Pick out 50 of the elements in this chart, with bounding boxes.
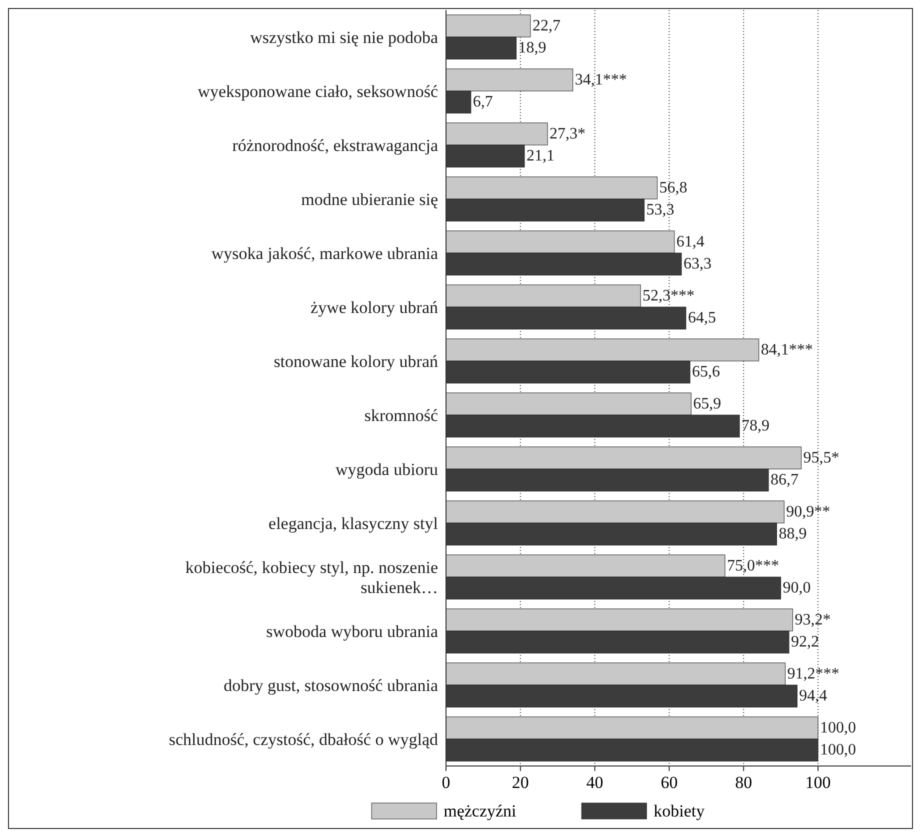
data-label: 84,1*** [760, 341, 813, 358]
data-label: 78,9 [742, 418, 770, 435]
y-tick-label: wysoka jakość, markowe ubrania [211, 244, 438, 262]
data-label: 88,9 [778, 526, 807, 543]
data-label: 91,2*** [787, 665, 840, 682]
x-tick-label: 100 [805, 773, 831, 792]
y-tick-label: schludność, czystość, dbałość o wygląd [168, 730, 438, 748]
x-tick-label: 40 [586, 773, 604, 792]
y-tick-label: różnorodność, ekstrawagancja [232, 136, 438, 154]
data-label: 94,4 [799, 688, 828, 705]
data-label: 6,7 [472, 94, 493, 111]
data-label: 92,2 [790, 634, 819, 651]
y-tick-label: wygoda ubioru [336, 460, 438, 478]
data-label: 56,8 [659, 179, 688, 196]
data-label: 21,1 [526, 148, 554, 165]
data-label: 34,1*** [574, 71, 627, 88]
y-tick-label: skromność [364, 406, 438, 424]
data-label: 100,0 [820, 719, 856, 736]
data-label: 93,2* [794, 611, 831, 628]
y-tick-label: dobry gust, stosowność ubrania [224, 676, 438, 694]
y-tick-label: stonowane kolory ubrań [274, 352, 438, 370]
y-tick-label: elegancja, klasyczny styl [268, 514, 438, 532]
y-tick-label: kobiecość, kobiecy styl, np. noszenie sukienek… [185, 558, 438, 596]
data-label: 75,0*** [727, 557, 779, 574]
data-label: 18,9 [518, 40, 546, 57]
y-tick-label: wszystko mi się nie podoba [250, 28, 438, 46]
y-tick-label: żywe kolory ubrań [310, 298, 438, 316]
x-tick-label: 60 [660, 773, 678, 792]
data-label: 95,5* [803, 449, 840, 466]
data-label: 90,0 [782, 580, 811, 597]
data-label: 100,0 [820, 742, 856, 759]
y-tick-label: swoboda wyboru ubrania [266, 622, 438, 640]
legend-label: mężczyźni [444, 802, 517, 820]
legend-label: kobiety [654, 802, 706, 820]
data-label: 90,9** [786, 503, 830, 520]
x-tick-label: 20 [512, 773, 529, 792]
y-tick-label: wyeksponowane ciało, seksowność [198, 82, 438, 100]
data-label: 86,7 [770, 472, 799, 489]
data-label: 22,7 [532, 17, 560, 34]
x-tick-label: 0 [442, 773, 450, 792]
data-label: 27,3* [550, 125, 586, 142]
data-label: 65,6 [692, 364, 720, 381]
data-label: 65,9 [693, 395, 722, 412]
data-label: 63,3 [683, 256, 712, 273]
data-label: 61,4 [676, 233, 704, 250]
data-label: 53,3 [646, 202, 674, 219]
y-tick-label: modne ubieranie się [301, 190, 438, 208]
x-tick-label: 80 [735, 773, 752, 792]
data-label: 52,3*** [642, 287, 695, 304]
data-label: 64,5 [688, 310, 716, 327]
